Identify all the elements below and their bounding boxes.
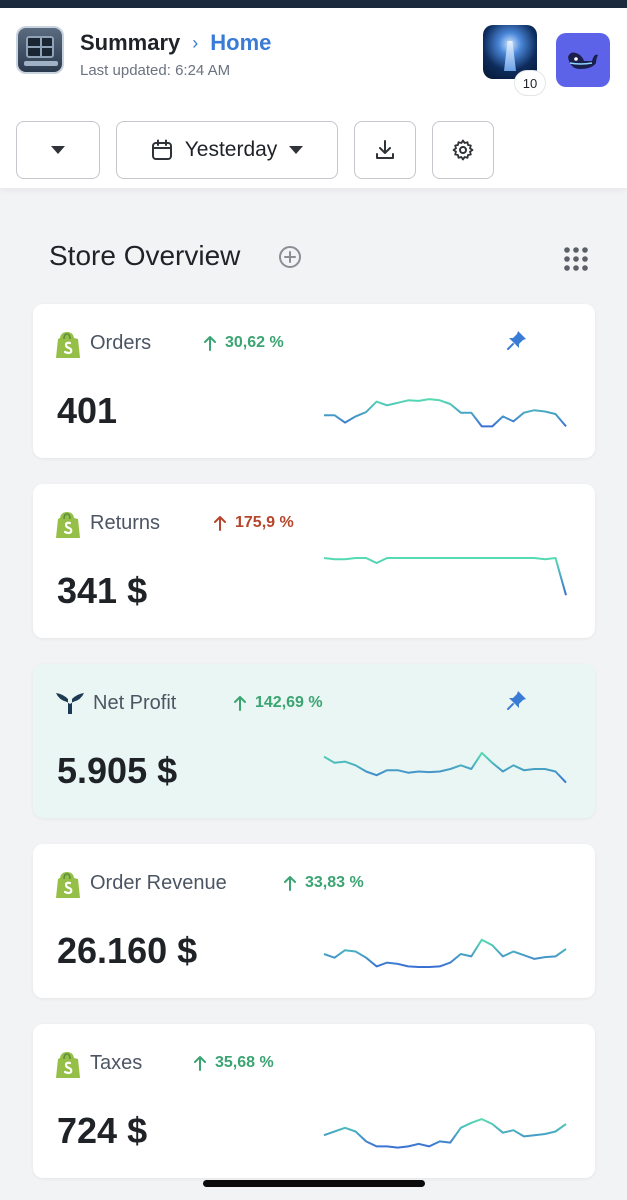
- pin-button[interactable]: [507, 690, 527, 715]
- shopify-icon: [56, 1052, 80, 1078]
- card-value: 5.905 $: [57, 750, 178, 791]
- card-value: 724 $: [57, 1110, 148, 1151]
- status-strip: [0, 0, 627, 8]
- shopify-icon: [56, 872, 80, 898]
- card-logo: [55, 870, 81, 905]
- date-range-label: Yesterday: [184, 138, 278, 161]
- card-logo: [55, 1050, 81, 1085]
- add-metric-icon[interactable]: [278, 245, 302, 269]
- shopify-icon: [56, 512, 80, 538]
- grid-menu-icon[interactable]: [563, 246, 589, 272]
- pin-icon[interactable]: [507, 330, 527, 350]
- card-title: Returns: [90, 512, 161, 534]
- page-title[interactable]: Summary: [80, 30, 181, 55]
- card-value: 401: [57, 390, 118, 431]
- caret-down-icon: [51, 146, 65, 154]
- card-change-value: 33,83 %: [305, 874, 364, 891]
- metric-card-returns[interactable]: Returns 175,9 % 341 $: [33, 484, 595, 638]
- card-change-value: 175,9 %: [235, 514, 294, 531]
- arrow-up-icon: [234, 696, 246, 711]
- arrow-up-icon: [204, 336, 216, 351]
- section-title: Store Overview: [49, 240, 241, 271]
- card-change-value: 35,68 %: [215, 1054, 274, 1071]
- app-logo-icon[interactable]: [16, 26, 64, 74]
- card-value: 341 $: [57, 570, 148, 611]
- sparkline-chart: [323, 938, 567, 968]
- triple-whale-icon: [56, 693, 84, 714]
- toolbar: Yesterday: [16, 121, 494, 179]
- card-change-badge: 33,83 %: [283, 874, 364, 892]
- metric-card-taxes[interactable]: Taxes 35,68 % 724 $: [33, 1024, 595, 1178]
- card-title: Order Revenue: [90, 872, 227, 894]
- card-title: Orders: [90, 332, 152, 354]
- sparkline-series: [323, 1118, 567, 1149]
- whale-avatar[interactable]: [556, 33, 610, 87]
- calendar-icon: [151, 139, 172, 160]
- sparkline-chart: [324, 398, 567, 428]
- arrow-up-icon: [194, 1056, 206, 1071]
- shopify-icon: [56, 332, 80, 358]
- whale-icon: [568, 52, 598, 69]
- pin-icon[interactable]: [507, 690, 527, 710]
- metric-card-order-revenue[interactable]: Order Revenue 33,83 % 26.160 $: [33, 844, 595, 998]
- sparkline-series: [324, 398, 567, 428]
- section-header: Store Overview: [49, 240, 589, 276]
- sparkline-chart: [323, 1118, 567, 1149]
- card-value: 26.160 $: [57, 930, 198, 971]
- metric-card-orders[interactable]: Orders 30,62 % 401: [33, 304, 595, 458]
- metric-card-net-profit[interactable]: Net Profit 142,69 % 5.905 $: [33, 664, 595, 818]
- sparkline-chart: [323, 557, 567, 596]
- download-button[interactable]: [354, 121, 416, 179]
- card-logo: [55, 330, 81, 365]
- card-change-badge: 30,62 %: [203, 334, 284, 352]
- store-select-dropdown[interactable]: [16, 121, 100, 179]
- arrow-up-icon: [214, 516, 226, 531]
- sparkline-chart: [323, 751, 567, 784]
- card-change-value: 30,62 %: [225, 334, 284, 351]
- card-change-badge: 175,9 %: [213, 514, 294, 532]
- sparkline-series: [323, 557, 567, 596]
- pin-button[interactable]: [507, 330, 527, 355]
- card-logo: [55, 510, 81, 545]
- sparkline-series: [323, 751, 567, 784]
- arrow-up-icon: [284, 876, 296, 891]
- download-icon: [376, 140, 394, 159]
- card-change-value: 142,69 %: [255, 694, 323, 711]
- card-logo: [55, 690, 85, 721]
- gear-icon: [452, 139, 474, 161]
- app-header: Summary › Home Last updated: 6:24 AM 10 …: [0, 8, 627, 188]
- card-title: Net Profit: [93, 692, 177, 714]
- notification-count-badge: 10: [514, 70, 546, 96]
- caret-down-icon: [289, 146, 304, 154]
- breadcrumb-home-link[interactable]: Home: [210, 30, 272, 55]
- card-change-badge: 35,68 %: [193, 1054, 274, 1072]
- settings-button[interactable]: [432, 121, 494, 179]
- home-indicator[interactable]: [203, 1180, 425, 1187]
- card-change-badge: 142,69 %: [233, 694, 323, 712]
- last-updated-text: Last updated: 6:24 AM: [80, 62, 231, 79]
- date-range-dropdown[interactable]: Yesterday: [116, 121, 338, 179]
- breadcrumb: Summary › Home: [80, 30, 271, 56]
- sparkline-series: [323, 938, 567, 968]
- chevron-right-icon: ›: [192, 32, 199, 53]
- card-title: Taxes: [90, 1052, 143, 1074]
